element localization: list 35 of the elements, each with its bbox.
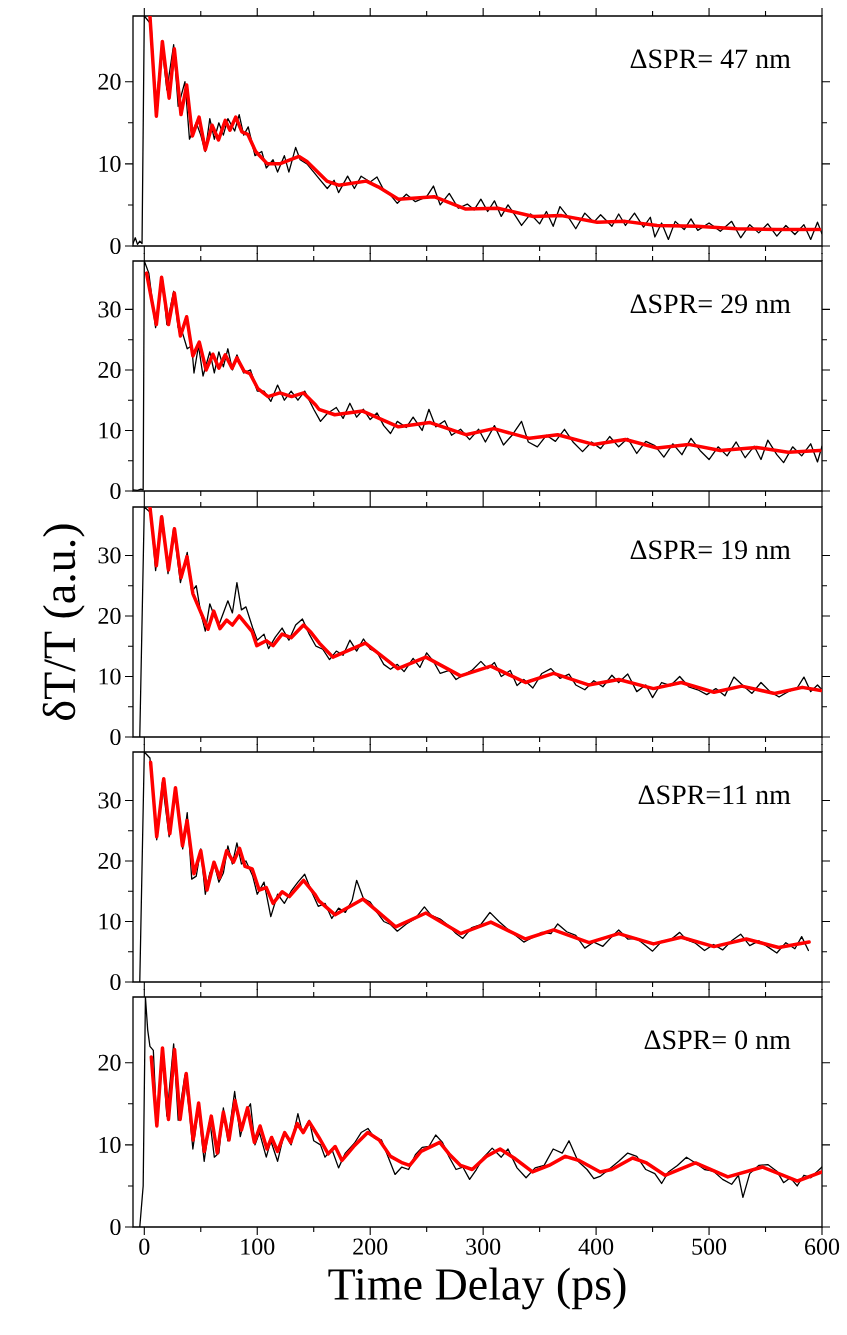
line-series (144, 271, 822, 455)
y-tick-label: 10 (99, 913, 121, 930)
y-tick-label: 0 (110, 728, 121, 746)
y-tick-label: 0 (110, 1218, 121, 1236)
y-tick-label: 20 (98, 73, 121, 90)
annotation: ΔSPR=11 nm (638, 785, 791, 805)
x-tick-label: 200 (353, 1238, 388, 1255)
x-tick-label: 600 (805, 1238, 840, 1255)
y-tick-label: 20 (98, 361, 121, 379)
annotation: ΔSPR= 29 nm (630, 294, 791, 314)
x-tick-label: 300 (466, 1238, 501, 1255)
y-tick-label: 10 (99, 155, 121, 172)
y-tick-label: 30 (98, 301, 121, 318)
y-axis-title: δT/T (a.u.) (42, 524, 85, 720)
x-tick-label: 500 (692, 1238, 727, 1255)
y-tick-label: 0 (110, 237, 121, 255)
line-series (148, 760, 811, 950)
y-tick-label: 20 (98, 852, 121, 870)
y-tick-label: 30 (98, 547, 121, 564)
y-tick-label: 20 (98, 1054, 121, 1071)
x-axis-title: Time Delay (ps) (328, 1267, 626, 1310)
line-series (148, 507, 822, 696)
y-tick-label: 30 (98, 792, 121, 809)
y-tick-label: 10 (99, 1136, 121, 1153)
x-tick-label: 100 (241, 1238, 275, 1255)
y-tick-label: 0 (110, 482, 121, 500)
y-tick-label: 10 (99, 422, 121, 439)
annotation: ΔSPR= 0 nm (644, 1030, 791, 1050)
annotation: ΔSPR= 47 nm (630, 49, 791, 69)
annotation: ΔSPR= 19 nm (630, 540, 791, 560)
y-tick-label: 10 (99, 668, 121, 685)
y-tick-label: 0 (110, 973, 121, 991)
y-tick-label: 20 (98, 607, 121, 625)
x-tick-label: 400 (578, 1238, 614, 1255)
x-tick-label: 0 (139, 1238, 150, 1255)
